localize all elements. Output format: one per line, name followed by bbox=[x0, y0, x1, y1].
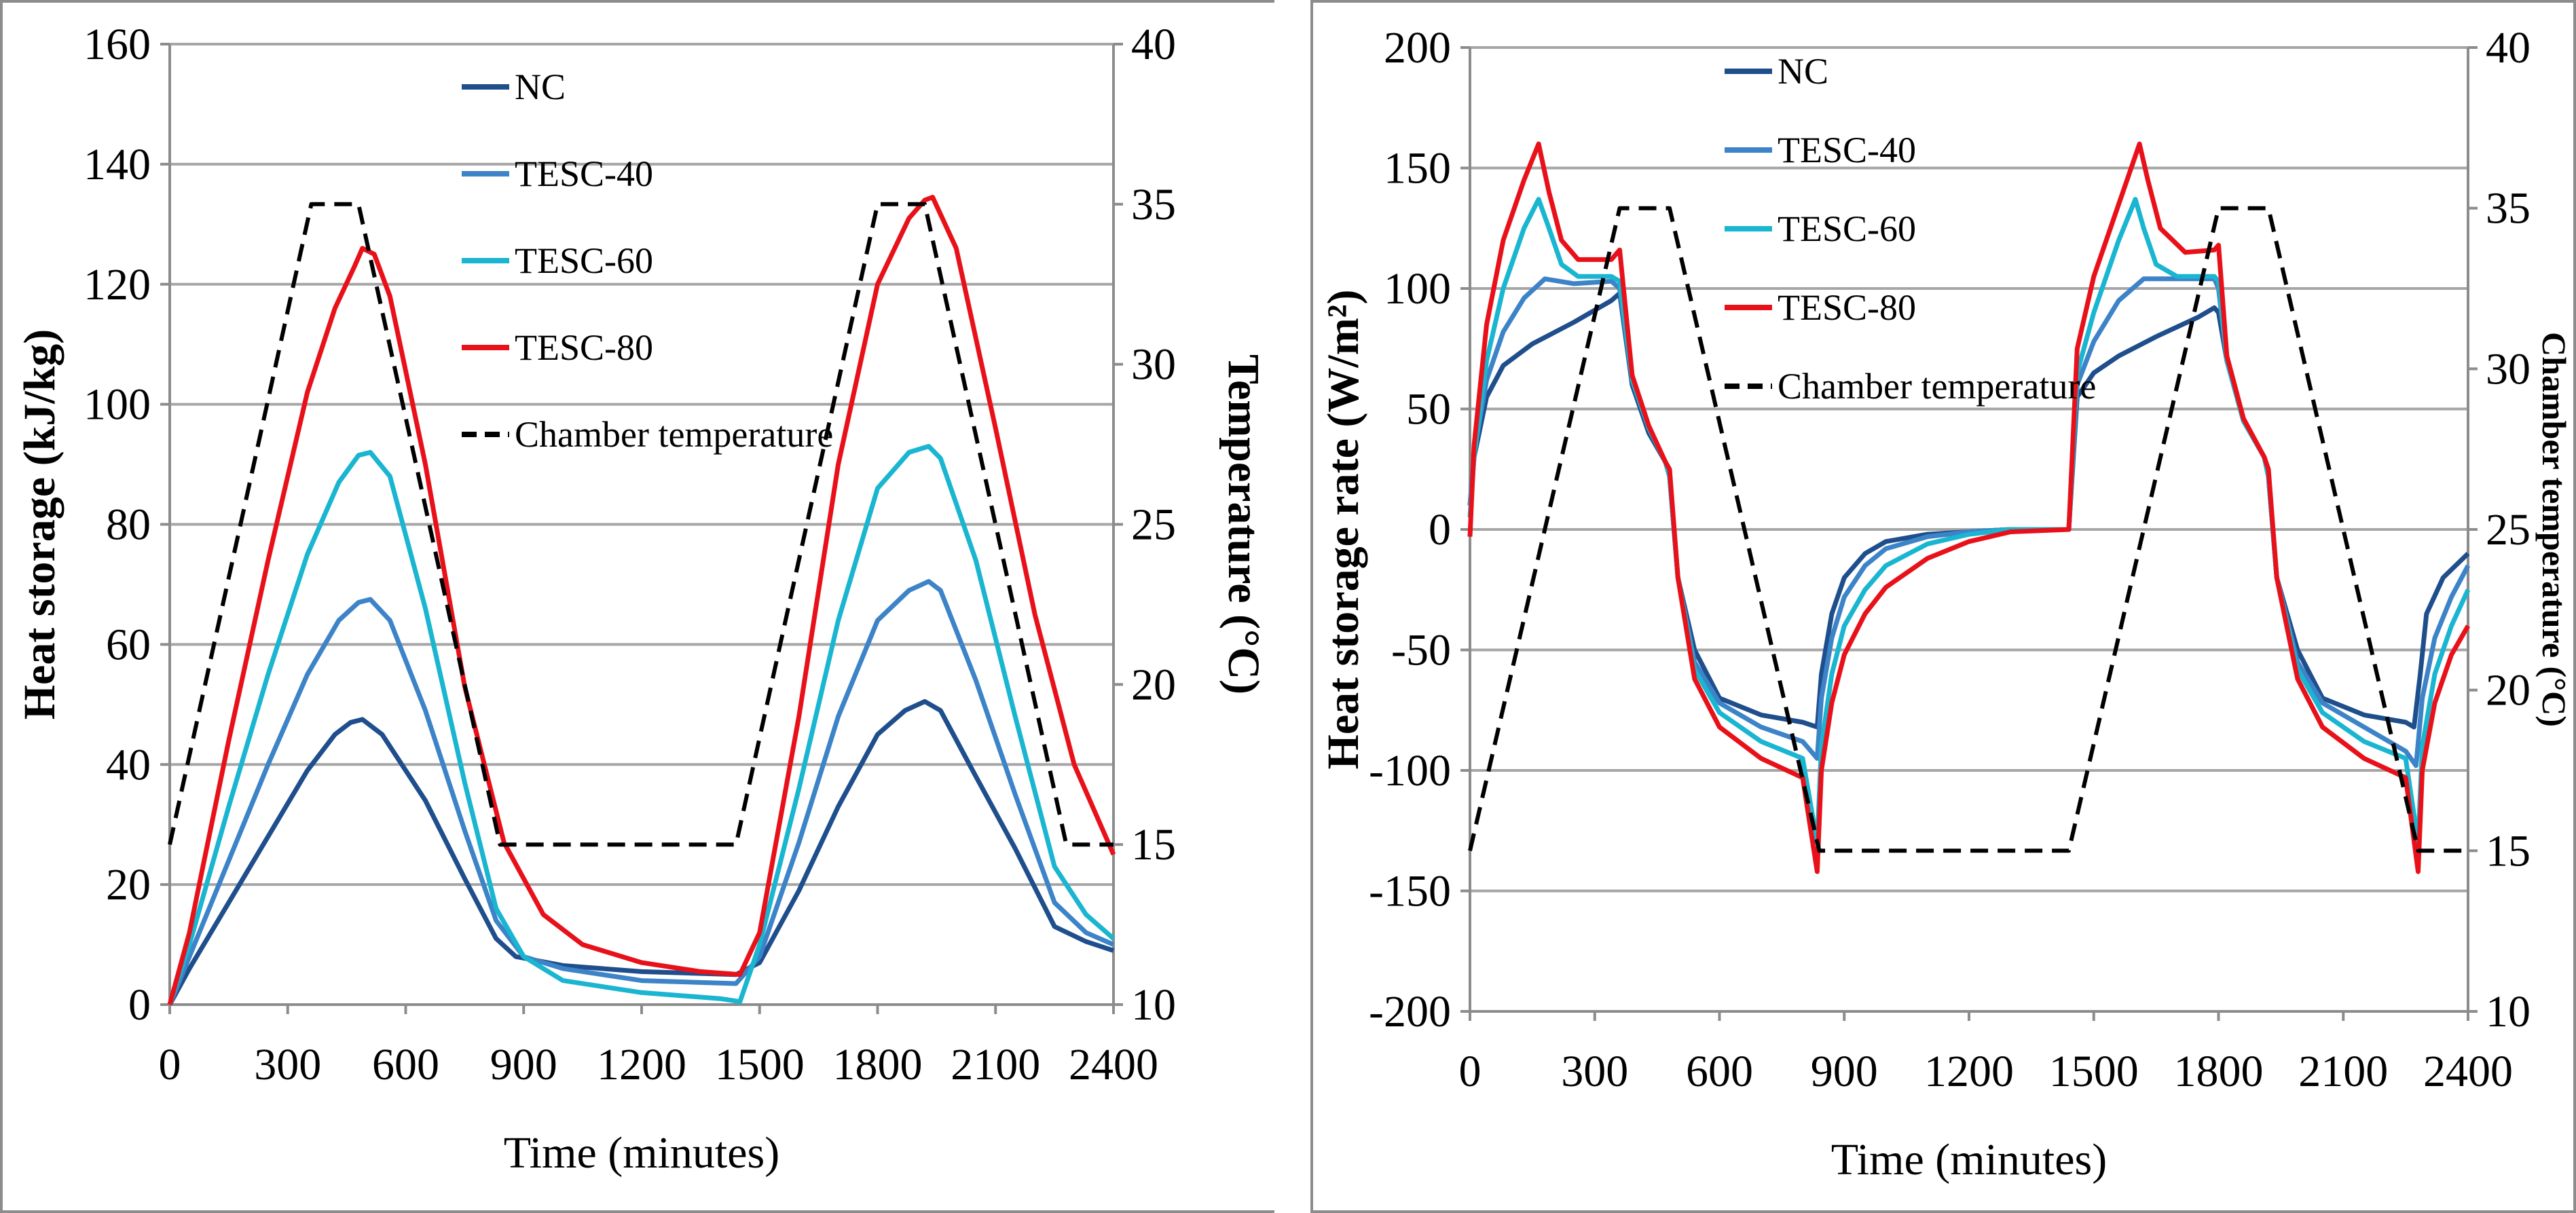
x-tick-label: 1800 bbox=[2174, 1047, 2264, 1096]
x-tick-label: 2100 bbox=[2298, 1047, 2388, 1096]
y-tick-label: 0 bbox=[128, 980, 151, 1030]
series-line-tesc-80 bbox=[1467, 141, 2471, 874]
y-tick-label: 40 bbox=[106, 740, 151, 789]
y-tick-label: -50 bbox=[1391, 626, 1451, 675]
series-line-nc bbox=[167, 698, 1115, 1006]
x-tick-label: 1200 bbox=[597, 1040, 686, 1089]
y-tick-label: 160 bbox=[84, 20, 151, 69]
y-tick-label: -200 bbox=[1369, 987, 1451, 1037]
y-tick-label: 50 bbox=[1406, 385, 1451, 434]
series-line-nc bbox=[1467, 291, 2470, 730]
x-tick-label: 1200 bbox=[1924, 1047, 2014, 1096]
y2-axis-title: Chamber temperature (°C) bbox=[2535, 332, 2573, 727]
x-tick-label: 0 bbox=[1459, 1047, 1482, 1096]
y-tick-label: 100 bbox=[1384, 264, 1451, 314]
y2-tick-label: 15 bbox=[1131, 820, 1176, 870]
y-tick-label: 150 bbox=[1384, 144, 1451, 193]
legend-label: TESC-40 bbox=[1778, 130, 1916, 170]
x-tick-label: 600 bbox=[372, 1040, 439, 1089]
x-tick-label: 2400 bbox=[2423, 1047, 2513, 1096]
left-chart-panel: 0 20 40 60 80 100 120 140 160 10 15 20 25 30 35 40 0 300 6… bbox=[0, 0, 1274, 1213]
x-tick-label: 1500 bbox=[2049, 1047, 2139, 1096]
right-chart-panel: -200 -150 -100 -50 0 50 100 150 200 10 15 20 25 30 35 4… bbox=[1310, 0, 2576, 1213]
legend-label: TESC-80 bbox=[515, 327, 653, 368]
y-tick-label: 20 bbox=[106, 860, 151, 910]
series-line-tesc-60 bbox=[167, 444, 1116, 1006]
legend-label: TESC-60 bbox=[1778, 208, 1916, 249]
left-chart: 0 20 40 60 80 100 120 140 160 10 15 20 25 30 35 40 0 300 6… bbox=[15, 20, 1268, 1178]
y2-tick-label: 10 bbox=[1131, 980, 1176, 1030]
x-tick-label: 2400 bbox=[1069, 1040, 1158, 1089]
y-tick-label: 200 bbox=[1384, 23, 1451, 73]
x-tick-label: 2100 bbox=[951, 1040, 1040, 1089]
x-tick-label: 300 bbox=[1561, 1047, 1628, 1096]
y2-tick-label: 35 bbox=[2486, 184, 2531, 234]
y2-tick-label: 35 bbox=[1131, 180, 1176, 229]
legend-label: TESC-80 bbox=[1778, 287, 1916, 328]
y2-tick-label: 15 bbox=[2486, 826, 2531, 876]
series-line-tesc-60 bbox=[1467, 197, 2471, 845]
y2-tick-label: 25 bbox=[1131, 500, 1176, 550]
y-tick-label: 80 bbox=[106, 500, 151, 550]
y-tick-label: 0 bbox=[1429, 505, 1451, 555]
y2-tick-label: 40 bbox=[2486, 23, 2531, 73]
y2-tick-label: 20 bbox=[2486, 666, 2531, 715]
right-chart: -200 -150 -100 -50 0 50 100 150 200 10 15 20 25 30 35 4… bbox=[1319, 23, 2573, 1184]
y-tick-label: 140 bbox=[84, 140, 151, 189]
y2-tick-label: 20 bbox=[1131, 660, 1176, 709]
x-axis-title: Time (minutes) bbox=[1831, 1135, 2107, 1184]
y2-axis-title: Temperature (°C) bbox=[1219, 354, 1268, 694]
series-line-tesc-40 bbox=[1467, 276, 2471, 768]
y-tick-label: 120 bbox=[84, 260, 151, 310]
y-tick-label: -150 bbox=[1369, 867, 1451, 916]
x-tick-label: 900 bbox=[1811, 1047, 1878, 1096]
series-line-chamber-temperature bbox=[1468, 206, 2468, 853]
legend-label: NC bbox=[1778, 51, 1828, 92]
x-tick-label: 300 bbox=[254, 1040, 321, 1089]
y-axis-title: Heat storage rate (W/m²) bbox=[1319, 290, 1368, 770]
y2-tick-label: 10 bbox=[2486, 987, 2531, 1037]
y-tick-label: -100 bbox=[1369, 746, 1451, 796]
legend-label: TESC-60 bbox=[515, 240, 653, 281]
x-tick-label: 0 bbox=[159, 1040, 181, 1089]
y2-tick-label: 30 bbox=[1131, 340, 1176, 390]
x-tick-label: 1800 bbox=[833, 1040, 923, 1089]
series-line-tesc-80 bbox=[167, 195, 1116, 1005]
y2-tick-label: 25 bbox=[2486, 505, 2531, 555]
legend-label: Chamber temperature bbox=[515, 414, 833, 455]
x-tick-label: 600 bbox=[1686, 1047, 1753, 1096]
x-tick-label: 1500 bbox=[715, 1040, 805, 1089]
y-axis-title: Heat storage (kJ/kg) bbox=[15, 329, 65, 720]
y2-tick-label: 30 bbox=[2486, 344, 2531, 394]
legend-label: Chamber temperature bbox=[1778, 366, 2096, 407]
x-axis-title: Time (minutes) bbox=[504, 1128, 779, 1178]
y-tick-label: 100 bbox=[84, 380, 151, 430]
y-tick-label: 60 bbox=[106, 620, 151, 669]
series-line-tesc-40 bbox=[167, 579, 1115, 1006]
y2-tick-label: 40 bbox=[1131, 20, 1176, 69]
legend-label: TESC-40 bbox=[515, 153, 653, 194]
legend-label: NC bbox=[515, 67, 566, 107]
x-tick-label: 900 bbox=[490, 1040, 557, 1089]
